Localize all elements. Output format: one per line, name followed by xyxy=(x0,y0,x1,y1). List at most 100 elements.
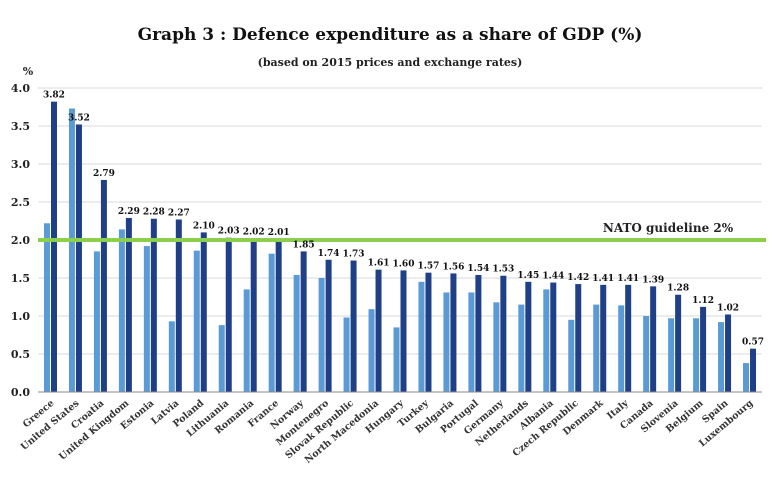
bar-latest xyxy=(450,273,457,392)
data-label: 1.42 xyxy=(567,273,589,283)
data-label: 1.44 xyxy=(542,272,564,282)
data-labels: 3.82 3.52 2.79 2.29 2.28 2.272.102.03 2.02 2.01… xyxy=(43,91,764,348)
bar-latest xyxy=(700,306,707,392)
bar-earlier xyxy=(143,246,150,392)
bar-earlier xyxy=(293,274,300,392)
bar-earlier xyxy=(193,250,200,392)
bar-earlier xyxy=(118,229,125,392)
bar-earlier xyxy=(493,302,500,392)
data-label: 2.01 xyxy=(268,228,290,238)
bar-latest xyxy=(525,281,532,392)
y-tick-label: 2.0 xyxy=(11,234,30,247)
bar-earlier xyxy=(68,108,75,393)
data-label: 2.27 xyxy=(168,208,190,218)
data-label: 2.28 xyxy=(143,208,165,218)
bar-latest xyxy=(325,259,332,392)
bar-earlier xyxy=(168,321,175,392)
bar-latest xyxy=(575,284,582,392)
bar-earlier xyxy=(718,322,725,392)
y-tick-label: 0.5 xyxy=(11,348,30,361)
bar-earlier xyxy=(543,289,550,392)
bar-earlier xyxy=(643,316,650,392)
data-label: 1.56 xyxy=(442,262,464,272)
data-label: 1.41 xyxy=(617,274,639,284)
bar-earlier xyxy=(593,304,600,392)
chart-subtitle: (based on 2015 prices and exchange rates… xyxy=(258,56,523,69)
bar-latest xyxy=(50,101,57,393)
bar-earlier xyxy=(618,305,625,392)
y-tick-label: 1.0 xyxy=(11,310,30,323)
bar-earlier xyxy=(43,223,50,392)
bar-latest xyxy=(175,219,182,392)
data-label: 1.28 xyxy=(667,284,689,294)
data-label: 2.02 xyxy=(243,227,265,237)
bar-latest xyxy=(500,275,507,392)
data-label: 1.12 xyxy=(692,296,714,306)
data-label: 2.29 xyxy=(118,207,140,217)
bar-latest xyxy=(300,251,307,392)
nato-guideline-label: NATO guideline 2% xyxy=(603,221,734,235)
bar-earlier xyxy=(443,292,450,392)
data-label: 3.82 xyxy=(43,91,65,101)
y-tick-label: 0.0 xyxy=(11,386,30,399)
bar-latest xyxy=(250,238,257,392)
bar-earlier xyxy=(218,325,225,392)
bar-latest xyxy=(275,239,282,392)
bar-latest xyxy=(200,232,207,392)
bar-earlier xyxy=(693,318,700,392)
bar-latest xyxy=(350,260,357,392)
bar-earlier xyxy=(393,327,400,392)
bar-earlier xyxy=(568,319,575,392)
y-tick-label: 3.5 xyxy=(11,120,30,133)
bar-earlier xyxy=(668,318,675,392)
bar-earlier xyxy=(368,309,375,392)
data-label: 0.57 xyxy=(742,338,764,348)
bar-earlier xyxy=(343,317,350,392)
bar-earlier xyxy=(418,281,425,392)
y-axis-ticks: 0.0 0.5 1.0 1.5 2.0 2.5 3.0 3.5 4.0 xyxy=(11,82,30,399)
bar-earlier xyxy=(318,278,325,392)
data-label: 1.41 xyxy=(592,274,614,284)
bar-latest xyxy=(600,284,607,392)
data-label: 2.79 xyxy=(93,169,115,179)
bar-latest xyxy=(375,269,382,392)
data-label: 1.39 xyxy=(642,275,664,285)
data-label: 1.45 xyxy=(517,271,539,281)
data-label: 3.52 xyxy=(68,113,90,123)
bar-latest xyxy=(75,124,82,392)
bar-latest xyxy=(150,218,157,392)
y-tick-label: 2.5 xyxy=(11,196,30,209)
bar-latest xyxy=(675,294,682,392)
bar-latest xyxy=(425,272,432,392)
bar-earlier xyxy=(93,251,100,392)
data-label: 1.57 xyxy=(418,262,440,272)
chart-title: Graph 3 : Defence expenditure as a share… xyxy=(138,25,643,45)
data-label: 1.02 xyxy=(717,303,739,313)
bar-earlier xyxy=(468,292,475,392)
bar-earlier xyxy=(518,304,525,392)
data-label: 2.03 xyxy=(218,227,240,237)
data-label: 1.74 xyxy=(318,249,340,259)
data-label: 1.53 xyxy=(492,265,514,275)
data-label: 1.73 xyxy=(343,250,365,260)
y-tick-label: 4.0 xyxy=(11,82,30,95)
bar-series xyxy=(43,101,757,393)
bar-latest xyxy=(225,237,232,392)
data-label: 1.85 xyxy=(293,240,315,250)
bar-latest xyxy=(750,348,757,392)
bar-latest xyxy=(550,282,557,392)
y-axis-unit: % xyxy=(23,65,34,78)
y-tick-label: 1.5 xyxy=(11,272,30,285)
bar-latest xyxy=(650,286,657,392)
data-label: 1.61 xyxy=(368,259,390,269)
y-tick-label: 3.0 xyxy=(11,158,30,171)
bar-latest xyxy=(475,274,482,392)
data-label: 2.10 xyxy=(193,221,215,231)
data-label: 1.54 xyxy=(467,264,489,274)
reference-line-group: NATO guideline 2% xyxy=(38,221,766,242)
bar-latest xyxy=(125,217,132,392)
bar-latest xyxy=(400,270,407,392)
bar-earlier xyxy=(268,253,275,392)
